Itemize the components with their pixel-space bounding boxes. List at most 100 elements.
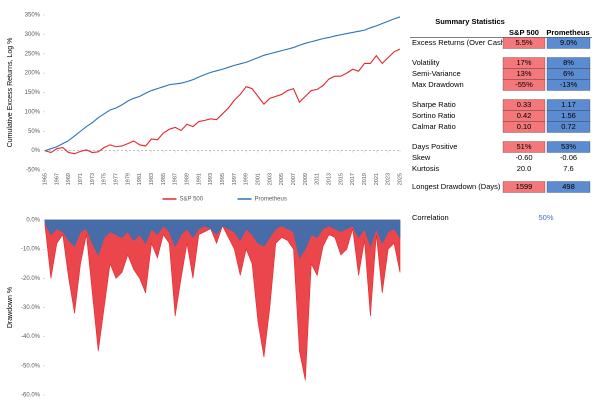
cell-bg [546,79,591,91]
x-tick-label: 1969 [66,173,72,185]
legend-label: Prometheus [255,197,287,203]
x-tick-label: 2007 [291,173,297,185]
row-label: Max Drawdown [412,80,464,89]
x-tick-label: 1987 [173,173,179,185]
cell-value: 8% [563,58,574,67]
column-header: S&P 500 [509,28,539,37]
cell-value: 0.72 [561,122,576,131]
cell-value: 9.0% [560,38,577,47]
cell-bg [546,37,591,49]
row-label: Correlation [412,213,449,222]
y-tick-label: 0% [31,148,40,154]
cell-value: 0.33 [517,100,532,109]
x-tick-label: 1973 [90,173,96,185]
x-tick-label: 1995 [220,173,226,185]
x-tick-label: 1993 [208,173,214,185]
x-tick-label: 1997 [232,173,238,185]
x-tick-label: 2015 [338,173,344,185]
cell-value: 1.17 [561,100,576,109]
y-tick-label: -40.0% [21,334,41,340]
y-tick-label: -10.0% [21,247,41,253]
x-tick-label: 2011 [315,173,321,185]
cell-value: 6% [563,69,574,78]
row-label: Volatility [412,58,440,67]
row-label: Kurtosis [412,164,439,173]
y-tick-label: 300% [25,32,41,38]
cell-bg [502,37,546,49]
x-tick-label: 1965 [42,173,48,185]
y-tick-label: -60.0% [21,393,41,399]
x-tick-label: 1985 [161,173,167,185]
row-label: Sortino Ratio [412,111,455,120]
y-tick-label: 150% [25,90,41,96]
cell-value: -0.60 [515,153,532,162]
y-tick-label: -50.0% [21,363,41,369]
row-label: Sharpe Ratio [412,100,456,109]
cell-value: -55% [515,80,533,89]
y-tick-label: -20.0% [21,276,41,282]
y-tick-label: -30.0% [21,305,41,311]
y-axis-title: Cumulative Excess Returns, Log % [7,38,14,148]
cell-value: 5.5% [515,38,532,47]
x-tick-label: 2021 [374,173,380,185]
y-tick-label: 0.0% [26,218,40,224]
row-label: Excess Returns (Over Cash) [412,38,508,47]
cell-value: -13% [560,80,578,89]
row-label: Days Positive [412,142,457,151]
cell-value: 0.42 [517,111,532,120]
line-series [44,48,401,155]
column-header: Prometheus [546,28,589,37]
cell-value: 1.56 [561,111,576,120]
x-tick-label: 1983 [149,173,155,185]
cell-value: 51% [516,142,531,151]
y-tick-label: 350% [25,13,41,19]
x-tick-label: 2001 [255,173,261,185]
row-label: Semi-Variance [412,69,461,78]
x-tick-label: 2017 [350,173,356,185]
x-tick-label: 2019 [362,173,368,185]
x-tick-label: 1967 [54,173,60,185]
row-label: Longest Drawdown (Days) [412,182,501,191]
correlation-value: 50% [538,213,553,222]
x-tick-label: 1975 [102,173,108,185]
row-label: Calmar Ratio [412,122,456,131]
cell-bg [502,79,546,91]
cell-bg [546,121,591,133]
cell-value: 1599 [516,182,533,191]
cell-bg [546,181,591,193]
x-tick-label: 2013 [326,173,332,185]
x-tick-label: 1999 [244,173,250,185]
cell-value: 20.0 [517,164,532,173]
cell-value: 7.6 [563,164,573,173]
cell-value: 17% [516,58,531,67]
cell-value: 13% [516,69,531,78]
x-tick-label: 1971 [78,173,84,185]
x-tick-label: 2003 [267,173,273,185]
y-tick-label: 100% [25,109,41,115]
cell-value: 0.10 [517,122,532,131]
x-tick-label: 1989 [184,173,190,185]
cell-bg [502,141,546,153]
x-tick-label: 1979 [125,173,131,185]
row-label: Skew [412,153,431,162]
area-series [44,219,401,259]
x-tick-label: 1977 [113,173,119,185]
x-tick-label: 2009 [303,173,309,185]
line-series [44,16,401,152]
y-tick-label: 250% [25,51,41,57]
cell-bg [546,141,591,153]
area-series [44,219,401,381]
y-tick-label: 50% [28,129,41,135]
table-title: Summary Statistics [435,17,505,26]
x-tick-label: 2023 [386,173,392,185]
cell-value: 498 [562,182,575,191]
x-tick-label: 1991 [196,173,202,185]
x-tick-label: 2025 [397,173,403,185]
cell-value: -0.06 [560,153,577,162]
y-axis-title: Drawdown % [7,287,14,328]
cell-bg [502,181,546,193]
y-tick-label: 200% [25,71,41,77]
cell-bg [502,121,546,133]
x-tick-label: 1981 [137,173,143,185]
